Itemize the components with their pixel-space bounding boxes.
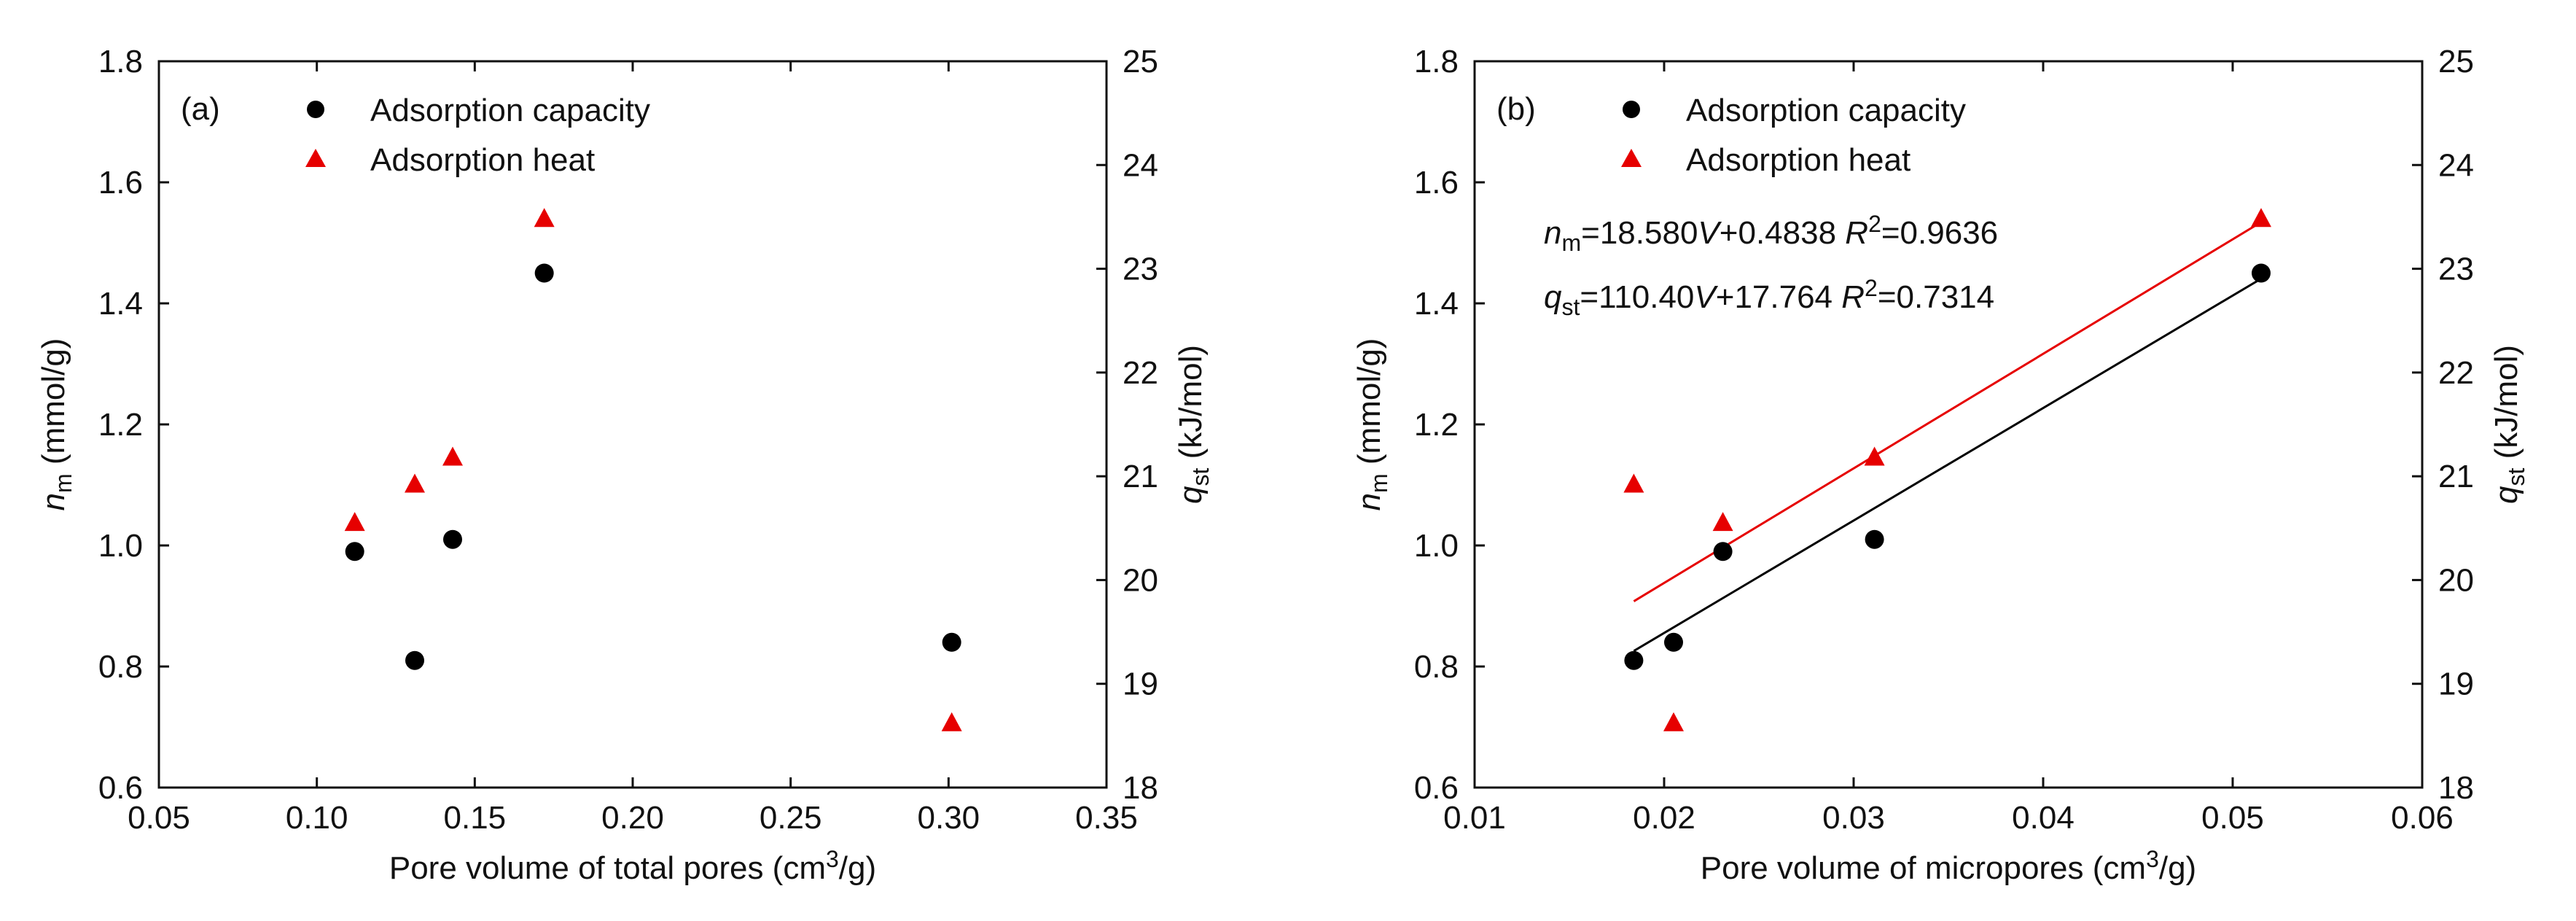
data-point-capacity — [1865, 529, 1884, 549]
y-right-tick-label: 25 — [1123, 44, 1158, 79]
legend-circle-marker — [1623, 101, 1640, 118]
y-left-tick-label: 1.6 — [1414, 165, 1459, 201]
y-right-tick-label: 21 — [1123, 459, 1158, 494]
y-right-tick-label: 18 — [2438, 770, 2474, 806]
y-left-tick-label: 1.2 — [98, 407, 143, 443]
legend-circle-marker — [307, 101, 324, 118]
y-right-tick-label: 20 — [2438, 562, 2474, 598]
y-left-tick-label: 1.4 — [1414, 286, 1459, 322]
data-point-heat — [442, 446, 463, 466]
data-point-heat — [405, 473, 425, 493]
y-left-tick-label: 0.6 — [1414, 770, 1459, 806]
y-right-axis-title: qst (kJ/mol) — [1173, 345, 1214, 504]
x-tick-label: 0.10 — [286, 800, 348, 836]
data-point-heat — [941, 712, 962, 731]
y-right-tick-label: 23 — [1123, 252, 1158, 287]
chart-panel-b: 0.01 0.02 0.03 0.04 0.05 0.06 0.6 0.8 1.0 1.2 1.4 1… — [1351, 44, 2529, 886]
data-point-capacity — [942, 632, 961, 652]
fit-equation: nm=18.580V+0.4838 R2=0.9636 — [1544, 211, 1998, 256]
y-left-tick-label: 1.0 — [1414, 528, 1459, 564]
legend-triangle-marker — [305, 149, 326, 167]
y-right-tick-label: 22 — [2438, 355, 2474, 391]
legend-triangle-marker — [1621, 149, 1642, 167]
fit-equation: qst=110.40V+17.764 R2=0.7314 — [1544, 275, 1994, 320]
y-left-tick-label: 0.8 — [1414, 649, 1459, 685]
data-point-heat — [344, 512, 365, 532]
x-axis-title: Pore volume of micropores (cm3/g) — [1701, 846, 2196, 886]
x-tick-label: 0.03 — [1822, 800, 1885, 836]
data-point-capacity — [1624, 650, 1644, 670]
fit-line — [1633, 277, 2262, 652]
y-left-axis-title: nm (mmol/g) — [36, 338, 77, 511]
y-right-tick-label: 19 — [2438, 667, 2474, 702]
y-right-tick-label: 23 — [2438, 252, 2474, 287]
data-point-heat — [2251, 208, 2271, 228]
legend-label: Adsorption capacity — [1686, 93, 1966, 128]
data-point-capacity — [405, 650, 424, 670]
y-left-axis-title: nm (mmol/g) — [1351, 338, 1392, 511]
x-tick-label: 0.25 — [760, 800, 822, 836]
x-tick-label: 0.05 — [128, 800, 190, 836]
y-right-tick-label: 20 — [1123, 562, 1158, 598]
y-right-axis-title: qst (kJ/mol) — [2489, 345, 2529, 504]
y-left-tick-label: 1.8 — [98, 44, 143, 79]
y-right-tick-label: 24 — [1123, 147, 1158, 183]
y-left-tick-label: 1.6 — [98, 165, 143, 201]
y-left-tick-label: 1.2 — [1414, 407, 1459, 443]
legend-label: Adsorption heat — [370, 142, 595, 178]
x-tick-label: 0.06 — [2391, 800, 2454, 836]
y-left-tick-label: 0.6 — [98, 770, 143, 806]
y-right-tick-label: 25 — [2438, 44, 2474, 79]
y-left-tick-label: 1.8 — [1414, 44, 1459, 79]
x-tick-label: 0.05 — [2201, 800, 2264, 836]
data-point-capacity — [2252, 263, 2271, 283]
y-right-tick-label: 22 — [1123, 355, 1158, 391]
x-axis-title: Pore volume of total pores (cm3/g) — [389, 846, 876, 886]
data-point-heat — [1623, 473, 1644, 493]
data-point-capacity — [1713, 542, 1733, 561]
y-right-tick-label: 21 — [2438, 459, 2474, 494]
data-point-heat — [1663, 712, 1684, 731]
y-left-tick-label: 0.8 — [98, 649, 143, 685]
x-tick-label: 0.35 — [1075, 800, 1138, 836]
data-point-heat — [534, 208, 555, 228]
x-tick-label: 0.04 — [2012, 800, 2075, 836]
panel-label: (b) — [1496, 91, 1536, 127]
x-tick-label: 0.02 — [1633, 800, 1695, 836]
data-point-heat — [1864, 446, 1885, 466]
y-right-tick-label: 19 — [1123, 667, 1158, 702]
x-tick-label: 0.15 — [444, 800, 507, 836]
chart-panel-a: 0.05 0.10 0.15 0.20 0.25 0.30 0.35 0.6 0.8 1.0 1.2… — [36, 44, 1214, 886]
y-right-tick-label: 24 — [2438, 147, 2474, 183]
x-tick-label: 0.20 — [601, 800, 664, 836]
y-left-tick-label: 1.4 — [98, 286, 143, 322]
legend-label: Adsorption heat — [1686, 142, 1910, 178]
x-tick-label: 0.30 — [918, 800, 980, 836]
data-point-capacity — [345, 542, 364, 561]
data-point-heat — [1712, 512, 1733, 532]
y-left-tick-label: 1.0 — [98, 528, 143, 564]
x-tick-label: 0.01 — [1443, 800, 1506, 836]
panel-label: (a) — [181, 91, 220, 127]
data-point-capacity — [1664, 632, 1683, 652]
data-point-capacity — [443, 529, 462, 549]
legend-label: Adsorption capacity — [370, 93, 650, 128]
data-point-capacity — [534, 263, 554, 283]
fit-line — [1633, 221, 2262, 602]
y-right-tick-label: 18 — [1123, 770, 1158, 806]
